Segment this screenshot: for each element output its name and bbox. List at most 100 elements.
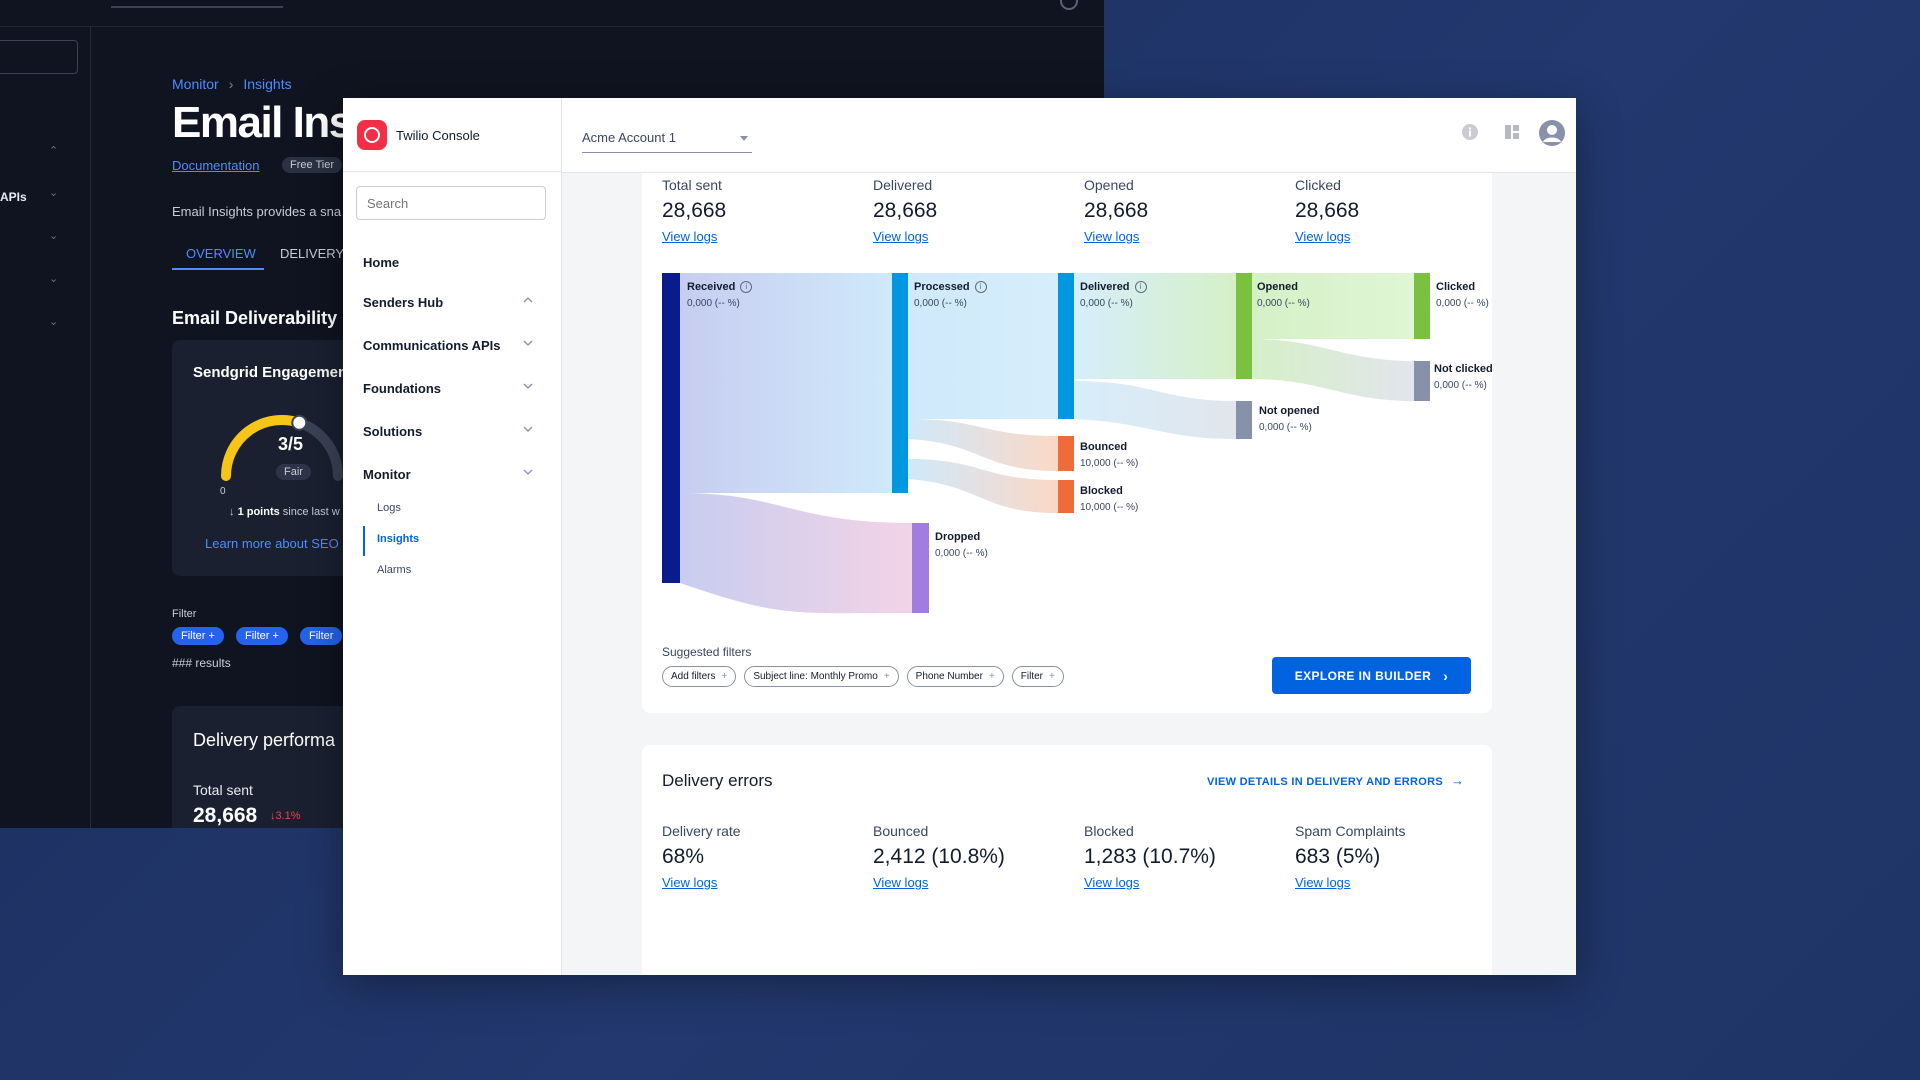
- sankey-link-delivered-opened: [1074, 273, 1236, 379]
- sidebar-item-senders-hub[interactable]: Senders Hub: [343, 291, 561, 317]
- sidebar-item-label: Solutions: [363, 424, 423, 439]
- chevron-down-icon[interactable]: ⌄: [49, 273, 59, 285]
- chevron-up-icon[interactable]: [521, 293, 535, 307]
- filter-chip-filter[interactable]: Filter +: [1011, 666, 1064, 687]
- chip-label: Phone Number: [915, 671, 983, 682]
- view-logs-link[interactable]: View logs: [873, 875, 929, 890]
- tab-overview[interactable]: OVERVIEW: [186, 246, 256, 261]
- sankey-node-processed[interactable]: [892, 273, 908, 493]
- points-change: ↓ 1 points since last w: [229, 506, 340, 518]
- chevron-down-icon[interactable]: ⌄: [49, 316, 59, 328]
- total-sent-value: 28,668: [193, 804, 258, 827]
- sankey-node-clicked[interactable]: [1414, 273, 1430, 339]
- filter-chip-add-filters[interactable]: Add filters +: [662, 666, 737, 687]
- filter-chip[interactable]: Filter +: [172, 627, 224, 645]
- funnel-card: Total sent 28,668 View logs Delivered 28…: [642, 173, 1493, 713]
- sankey-node-not-opened[interactable]: [1236, 401, 1252, 439]
- user-avatar-icon[interactable]: [1538, 119, 1566, 147]
- sankey-value-not-opened: 0,000 (-- %): [1259, 422, 1312, 433]
- brand[interactable]: Twilio Console: [357, 120, 480, 150]
- learn-more-link[interactable]: Learn more about SEO: [205, 536, 339, 551]
- view-logs-link[interactable]: View logs: [873, 229, 929, 244]
- sidebar-item-solutions[interactable]: Solutions: [343, 420, 561, 446]
- sankey-node-dropped[interactable]: [912, 523, 929, 613]
- explore-in-builder-button[interactable]: EXPLORE IN BUILDER ›: [1272, 657, 1471, 694]
- metric-value: 28,668: [1084, 199, 1149, 222]
- metric-value: 28,668: [662, 199, 727, 222]
- breadcrumb-monitor[interactable]: Monitor: [172, 76, 219, 92]
- sankey-label-not-opened: Not opened: [1259, 405, 1320, 417]
- sidebar-subitem-logs[interactable]: Logs: [377, 502, 401, 514]
- background-avatar-icon[interactable]: [1060, 0, 1078, 10]
- metric-blocked: Blocked 1,283 (10.7%) View logs: [1084, 823, 1216, 890]
- sidebar: Twilio Console Home Senders Hub Communic…: [343, 98, 562, 975]
- delivery-errors-title: Delivery errors: [662, 771, 773, 790]
- sankey-node-blocked[interactable]: [1058, 480, 1074, 513]
- sidebar-subitem-alarms[interactable]: Alarms: [377, 564, 412, 576]
- background-sidebar-item-apis[interactable]: APIs: [0, 190, 27, 204]
- view-logs-link[interactable]: View logs: [1084, 875, 1140, 890]
- sankey-label-opened: Opened: [1257, 281, 1298, 293]
- metric-label: Opened: [1084, 177, 1134, 193]
- metric-label: Total sent: [662, 177, 722, 193]
- sankey-node-opened[interactable]: [1236, 273, 1252, 379]
- view-logs-link[interactable]: View logs: [662, 875, 718, 890]
- filter-chip[interactable]: Filter: [300, 627, 343, 645]
- rating-badge: Fair: [276, 464, 311, 480]
- sankey-node-received[interactable]: [662, 273, 680, 583]
- info-icon[interactable]: [1460, 122, 1480, 142]
- sankey-link-opened-not-clicked: [1252, 339, 1414, 401]
- metric-value: 28,668: [873, 199, 938, 222]
- metric-total-sent: Total sent 28,668 View logs: [662, 177, 726, 244]
- chevron-down-icon[interactable]: [521, 379, 535, 393]
- sidebar-item-foundations[interactable]: Foundations: [343, 377, 561, 403]
- view-logs-link[interactable]: View logs: [1084, 229, 1140, 244]
- chevron-down-icon[interactable]: [521, 422, 535, 436]
- metric-label: Spam Complaints: [1295, 823, 1406, 839]
- chevron-up-icon[interactable]: ⌃: [49, 145, 59, 157]
- filter-label: Filter: [172, 608, 197, 620]
- chevron-down-icon[interactable]: [521, 336, 535, 350]
- info-icon[interactable]: i: [974, 281, 987, 293]
- sankey-link-delivered-not-opened: [1074, 381, 1236, 439]
- background-tab-indicator: [111, 6, 283, 8]
- sankey-value-received: 0,000 (-- %): [687, 298, 740, 309]
- chevron-down-icon[interactable]: [521, 465, 535, 479]
- total-sent-label: Total sent: [193, 782, 253, 798]
- background-search-input[interactable]: [0, 40, 78, 74]
- view-logs-link[interactable]: View logs: [1295, 229, 1351, 244]
- account-selector[interactable]: Acme Account 1: [582, 130, 752, 153]
- search-input[interactable]: [356, 186, 546, 220]
- chevron-down-icon[interactable]: ⌄: [49, 187, 59, 199]
- sankey-value-dropped: 0,000 (-- %): [935, 548, 988, 559]
- main-content: Total sent 28,668 View logs Delivered 28…: [562, 173, 1576, 975]
- info-icon[interactable]: i: [1134, 281, 1147, 293]
- filter-chip-subject-line[interactable]: Subject line: Monthly Promo +: [744, 666, 899, 687]
- filter-chip-phone-number[interactable]: Phone Number +: [906, 666, 1004, 687]
- sidebar-item-monitor[interactable]: Monitor: [343, 463, 561, 489]
- background-topbar: [0, 0, 1104, 27]
- view-logs-link[interactable]: View logs: [662, 229, 718, 244]
- section-title: Email Deliverability: [172, 308, 338, 328]
- metric-value: 28,668: [1295, 199, 1360, 222]
- filter-chip[interactable]: Filter +: [236, 627, 288, 645]
- sidebar-item-home[interactable]: Home: [343, 251, 561, 277]
- sankey-node-not-clicked[interactable]: [1414, 361, 1430, 401]
- chip-label: Filter: [1020, 671, 1044, 682]
- caret-down-icon: [740, 136, 748, 141]
- tab-delivery[interactable]: DELIVERY: [280, 246, 345, 261]
- layout-grid-icon[interactable]: [1502, 122, 1522, 142]
- view-details-link[interactable]: VIEW DETAILS IN DELIVERY AND ERRORS →: [1207, 773, 1464, 788]
- documentation-link[interactable]: Documentation: [172, 158, 260, 173]
- sidebar-subitem-insights[interactable]: Insights: [377, 533, 420, 545]
- breadcrumb-insights[interactable]: Insights: [243, 76, 292, 92]
- info-icon[interactable]: i: [740, 281, 753, 293]
- metric-label: Blocked: [1084, 823, 1134, 839]
- sankey-node-delivered[interactable]: [1058, 273, 1074, 419]
- chip-label: Subject line: Monthly Promo: [753, 671, 878, 682]
- chevron-down-icon[interactable]: ⌄: [49, 230, 59, 242]
- sankey-graphic: [662, 273, 1430, 614]
- sidebar-item-communications-apis[interactable]: Communications APIs: [343, 334, 561, 360]
- view-logs-link[interactable]: View logs: [1295, 875, 1351, 890]
- sankey-node-bounced[interactable]: [1058, 436, 1074, 471]
